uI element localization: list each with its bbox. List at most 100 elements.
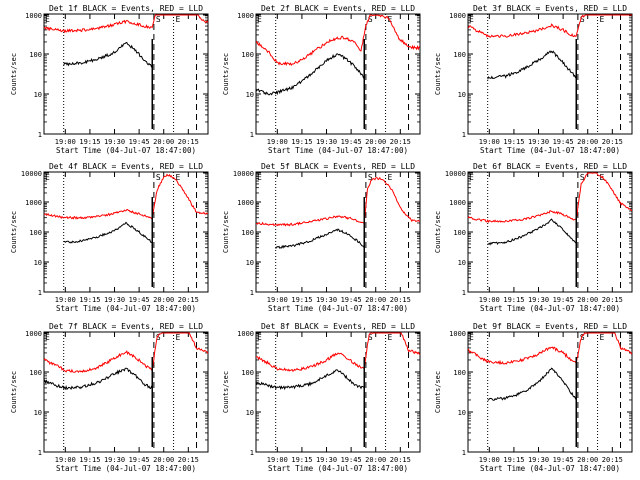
- chart-panel: Det 5f BLACK = Events, RED = LLD 1 10 100 10…: [222, 162, 421, 313]
- y-tick-label: 10: [246, 409, 254, 417]
- lld-line: [255, 14, 421, 66]
- y-tick-label: 1000: [449, 199, 466, 207]
- x-tick-label: 19:30: [528, 138, 549, 146]
- x-tick-label: 19:00: [479, 456, 500, 464]
- y-axis-label: Counts/sec: [434, 53, 442, 95]
- events-line: [487, 367, 577, 401]
- events-line: [255, 369, 365, 391]
- x-axis-label: Start Time (04-Jul-07 18:47:00): [56, 146, 196, 155]
- y-axis-label: Counts/sec: [10, 211, 18, 253]
- events-line: [487, 218, 577, 246]
- x-axis-label: Start Time (04-Jul-07 18:47:00): [268, 146, 408, 155]
- y-axis-label: Counts/sec: [10, 371, 18, 413]
- y-tick-label: 10: [458, 259, 466, 267]
- y-tick-label: 10000: [21, 170, 42, 178]
- x-tick-label: 19:45: [341, 296, 362, 304]
- marker-label: S: [368, 173, 373, 182]
- y-tick-label: 1000: [449, 330, 466, 338]
- x-tick-label: 20:15: [178, 296, 199, 304]
- marker-label: E: [257, 333, 262, 342]
- lld-line: [467, 14, 632, 39]
- x-tick-label: 19:30: [316, 456, 337, 464]
- x-tick-label: 20:00: [577, 456, 598, 464]
- chart-panel: Det 2f BLACK = Events, RED = LLD 1 10 100 10…: [222, 4, 421, 155]
- y-tick-label: 1: [462, 131, 466, 139]
- y-axis-label: Counts/sec: [222, 371, 230, 413]
- events-line: [255, 53, 365, 96]
- y-tick-label: 10: [458, 91, 466, 99]
- x-tick-label: 20:15: [390, 456, 411, 464]
- y-tick-label: 100: [241, 51, 254, 59]
- lld-line: [256, 332, 421, 372]
- y-tick-label: 10: [34, 91, 42, 99]
- x-tick-label: 20:15: [602, 138, 623, 146]
- marker-label: S: [580, 15, 585, 24]
- lld-line: [43, 173, 209, 220]
- x-tick-label: 20:00: [153, 138, 174, 146]
- y-tick-label: 1: [250, 131, 254, 139]
- y-axis-label: Counts/sec: [434, 371, 442, 413]
- x-axis-label: Start Time (04-Jul-07 18:47:00): [56, 464, 196, 473]
- marker-label: E: [388, 15, 393, 24]
- marker-label: E: [176, 333, 181, 342]
- x-tick-label: 19:00: [267, 296, 288, 304]
- marker-label: S: [368, 15, 373, 24]
- lld-line: [467, 332, 633, 366]
- x-tick-label: 19:45: [129, 296, 150, 304]
- x-tick-label: 20:15: [602, 296, 623, 304]
- x-tick-label: 20:00: [365, 296, 386, 304]
- marker-label: E: [45, 173, 50, 182]
- x-tick-label: 19:30: [528, 456, 549, 464]
- x-tick-label: 19:45: [553, 296, 574, 304]
- x-tick-label: 19:30: [528, 296, 549, 304]
- x-tick-label: 19:00: [55, 456, 76, 464]
- y-tick-label: 10: [246, 91, 254, 99]
- marker-label: E: [176, 173, 181, 182]
- x-axis-label: Start Time (04-Jul-07 18:47:00): [268, 304, 408, 313]
- x-tick-label: 19:15: [503, 138, 524, 146]
- y-tick-label: 1: [38, 449, 42, 457]
- panel-title: Det 1f BLACK = Events, RED = LLD: [49, 4, 203, 13]
- plot-frame: [467, 13, 633, 135]
- y-tick-label: 10: [34, 409, 42, 417]
- chart-panel: Det 1f BLACK = Events, RED = LLD 1 10 100 10…: [10, 4, 209, 155]
- x-tick-label: 20:15: [390, 138, 411, 146]
- x-tick-label: 19:00: [267, 456, 288, 464]
- x-tick-label: 19:15: [291, 296, 312, 304]
- x-tick-label: 19:15: [79, 296, 100, 304]
- x-tick-label: 19:30: [104, 456, 125, 464]
- marker-label: E: [600, 333, 605, 342]
- marker-label: E: [388, 333, 393, 342]
- y-tick-label: 100: [29, 369, 42, 377]
- x-tick-label: 20:15: [178, 456, 199, 464]
- y-tick-label: 100: [29, 229, 42, 237]
- y-tick-label: 1: [38, 289, 42, 297]
- x-axis-label: Start Time (04-Jul-07 18:47:00): [268, 464, 408, 473]
- lld-line: [255, 176, 421, 227]
- x-tick-label: 19:45: [129, 138, 150, 146]
- chart-panel: Det 6f BLACK = Events, RED = LLD 1 10 100 10…: [434, 162, 633, 313]
- marker-label: E: [469, 15, 474, 24]
- y-tick-label: 10: [246, 259, 254, 267]
- y-tick-label: 100: [29, 51, 42, 59]
- x-tick-label: 19:30: [104, 138, 125, 146]
- panel-title: Det 9f BLACK = Events, RED = LLD: [473, 322, 627, 331]
- plot-frame: [255, 331, 421, 453]
- events-line: [487, 50, 577, 80]
- events-line: [275, 228, 365, 249]
- lld-line: [43, 14, 209, 34]
- x-tick-label: 19:00: [267, 138, 288, 146]
- plot-frame: [43, 13, 209, 135]
- panel-title: Det 3f BLACK = Events, RED = LLD: [473, 4, 627, 13]
- plot-frame: [255, 171, 421, 293]
- marker-label: E: [469, 173, 474, 182]
- marker-label: E: [257, 173, 262, 182]
- y-tick-label: 10000: [445, 170, 466, 178]
- x-tick-label: 19:45: [341, 138, 362, 146]
- x-tick-label: 19:15: [503, 296, 524, 304]
- x-axis-label: Start Time (04-Jul-07 18:47:00): [56, 304, 196, 313]
- y-axis-label: Counts/sec: [10, 53, 18, 95]
- x-tick-label: 19:00: [479, 138, 500, 146]
- y-tick-label: 1000: [25, 12, 42, 20]
